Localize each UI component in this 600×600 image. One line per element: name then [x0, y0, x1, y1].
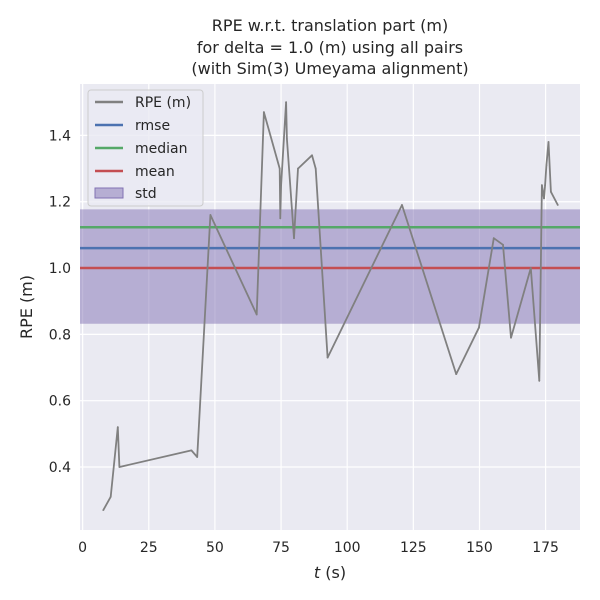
chart-title-line-3: (with Sim(3) Umeyama alignment) [191, 59, 468, 78]
rpe-data-point [293, 237, 295, 240]
series-layer [102, 101, 559, 512]
rpe-data-point [311, 154, 313, 157]
legend-label-std: std [135, 186, 157, 202]
rpe-data-point [209, 214, 212, 216]
rpe-data-point [544, 184, 546, 187]
rpe-data-point [326, 356, 329, 359]
x-tick-label: 125 [400, 540, 427, 556]
chart-title-line-1: RPE w.r.t. translation part (m) [212, 16, 448, 35]
rpe-data-point [492, 237, 495, 240]
rpe-data-point [285, 137, 288, 140]
rpe-data-point [262, 111, 265, 114]
rpe-data-point [278, 167, 281, 170]
rpe-data-point [545, 164, 548, 167]
legend-label-median: median [135, 141, 187, 157]
rpe-data-point [314, 167, 317, 170]
legend-frame [87, 89, 204, 207]
rpe-data-point [102, 509, 105, 512]
rpe-data-point [196, 456, 199, 458]
y-tick-labels: 0.4 0.6 0.8 1.0 1.2 1.4 [49, 128, 71, 476]
x-tick-label: 150 [466, 540, 493, 556]
rpe-data-point [455, 373, 458, 376]
x-tick-label: 0 [78, 540, 87, 556]
legend: RPE (m) rmse median mean std [87, 89, 204, 207]
legend-label-rmse: rmse [135, 118, 170, 134]
rpe-data-point [116, 426, 119, 429]
rpe-data-point [538, 379, 541, 382]
chart-title-line-2: for delta = 1.0 (m) using all pairs [197, 38, 463, 57]
x-tick-label: 75 [272, 540, 290, 556]
rpe-data-point [502, 243, 504, 246]
rpe-data-point [547, 141, 550, 143]
rpe-data-point [285, 101, 287, 104]
x-tick-label: 100 [334, 540, 361, 556]
rpe-data-point [118, 466, 121, 468]
y-axis-label: RPE (m) [17, 275, 36, 339]
y-tick-label: 1.0 [49, 261, 71, 277]
x-tick-label: 175 [532, 540, 559, 556]
x-tick-labels: 0 25 50 75 100 125 150 175 [78, 540, 559, 556]
rpe-data-point [109, 495, 112, 498]
rpe-data-point [255, 313, 258, 316]
x-axis-label-symbol: t [314, 563, 321, 582]
y-tick-label: 0.6 [49, 394, 71, 410]
rpe-data-point [280, 184, 282, 187]
rpe-data-point [529, 267, 532, 269]
rpe-data-point [556, 204, 559, 206]
rpe-data-point [401, 204, 403, 206]
rpe-data-point [478, 326, 480, 329]
y-tick-label: 0.8 [49, 327, 71, 343]
rpe-data-point [190, 449, 193, 452]
x-axis-label-unit: (s) [320, 563, 346, 582]
rpe-series-line [102, 101, 559, 511]
rpe-data-point [297, 167, 299, 170]
y-tick-label: 1.4 [49, 128, 71, 144]
rpe-data-point [541, 184, 543, 187]
rpe-data-point [510, 336, 512, 339]
x-tick-label: 25 [140, 540, 158, 556]
legend-label-mean: mean [135, 164, 175, 180]
stat-lines-layer [80, 226, 580, 270]
legend-label-rpe: RPE (m) [135, 95, 191, 111]
y-tick-label: 1.2 [49, 195, 71, 211]
rpe-data-point [549, 190, 552, 193]
y-tick-label: 0.4 [49, 460, 71, 476]
x-axis-label: t (s) [314, 563, 346, 582]
rpe-data-point [279, 217, 282, 220]
rpe-data-point [543, 197, 545, 200]
legend-swatch-std [94, 187, 124, 199]
x-tick-label: 50 [206, 540, 224, 556]
